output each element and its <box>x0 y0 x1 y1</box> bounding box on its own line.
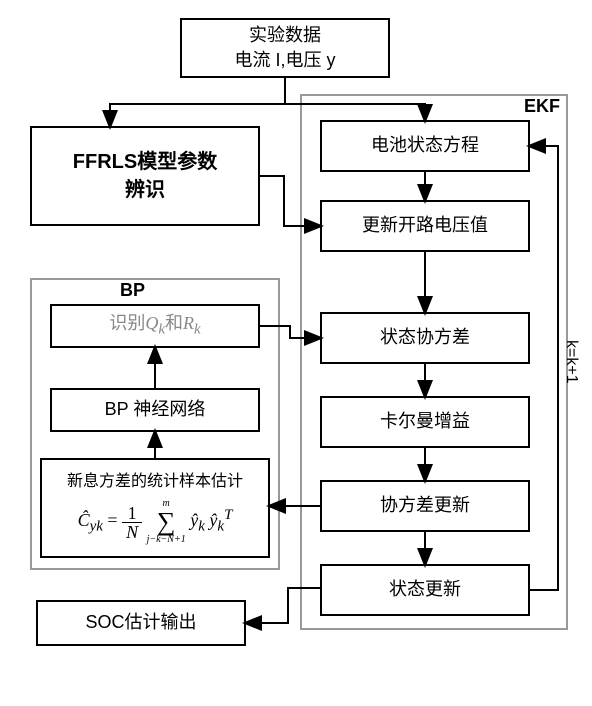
input-line2: 电流 I,电压 y <box>234 48 335 73</box>
ekf5-text: 协方差更新 <box>380 493 470 518</box>
input-data-box: 实验数据 电流 I,电压 y <box>180 18 390 78</box>
ekf-update-ocv-box: 更新开路电压值 <box>320 200 530 252</box>
bp-nn-text: BP 神经网络 <box>105 397 206 422</box>
ekf1-text: 电池状态方程 <box>371 133 479 158</box>
edge-input-down <box>110 78 285 126</box>
ekf-kalman-gain-box: 卡尔曼增益 <box>320 396 530 448</box>
ekf-state-covariance-box: 状态协方差 <box>320 312 530 364</box>
ffrls-box: FFRLS模型参数 辨识 <box>30 126 260 226</box>
soc-output-box: SOC估计输出 <box>36 600 246 646</box>
ekf-state-update-box: 状态更新 <box>320 564 530 616</box>
bp-identify-qr-box: 识别Qk和Rk <box>50 304 260 348</box>
ekf6-text: 状态更新 <box>389 577 461 602</box>
input-line1: 实验数据 <box>234 23 335 48</box>
ffrls-line2: 辨识 <box>73 176 217 204</box>
ekf-cov-update-box: 协方差更新 <box>320 480 530 532</box>
ffrls-line1: FFRLS模型参数 <box>73 148 217 176</box>
bp-group-label: BP <box>120 280 145 301</box>
bp-innovation-stat-box: 新息方差的统计样本估计 Ĉyk = 1N m∑j−k−N+1 ŷk ŷkT <box>40 458 270 558</box>
bp-stat-formula: Ĉyk = 1N m∑j−k−N+1 ŷk ŷkT <box>42 499 268 545</box>
ekf4-text: 卡尔曼增益 <box>380 409 470 434</box>
bp-neural-network-box: BP 神经网络 <box>50 388 260 432</box>
ekf-state-equation-box: 电池状态方程 <box>320 120 530 172</box>
soc-text: SOC估计输出 <box>85 610 196 635</box>
bp-stat-line1: 新息方差的统计样本估计 <box>42 471 268 493</box>
ekf3-text: 状态协方差 <box>380 325 470 350</box>
loop-increment-label: k=k+1 <box>562 340 580 384</box>
ekf2-text: 更新开路电压值 <box>362 213 488 238</box>
ekf-group-label: EKF <box>524 96 560 117</box>
bp-qr-text: 识别Qk和Rk <box>109 311 200 341</box>
